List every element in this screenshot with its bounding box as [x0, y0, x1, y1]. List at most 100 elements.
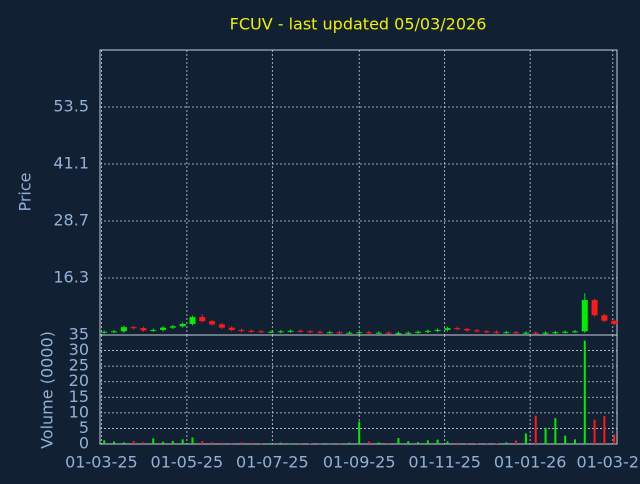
volume-bar	[368, 441, 371, 444]
volume-bar	[377, 442, 380, 444]
volume-bar	[515, 440, 518, 444]
candle-body	[248, 330, 255, 332]
volume-bar	[573, 439, 576, 444]
volume-bar	[269, 443, 272, 444]
x-tick-label: 01-01-26	[494, 453, 567, 472]
candle-body	[346, 332, 353, 334]
volume-bar	[191, 437, 194, 444]
candle-body	[150, 329, 157, 331]
candle-body	[444, 328, 451, 330]
candle-body	[513, 332, 520, 334]
volume-bar	[348, 442, 351, 444]
volume-bar	[524, 433, 527, 444]
volume-bar	[103, 440, 106, 444]
candle-body	[209, 321, 216, 325]
candle-body	[503, 332, 510, 334]
candle-body	[415, 331, 422, 333]
candle-body	[385, 332, 392, 334]
x-tick-label: 01-03-25	[65, 453, 138, 472]
volume-bar	[544, 427, 547, 444]
volume-tick-label: 20	[69, 371, 89, 390]
candle-body	[473, 330, 480, 332]
volume-tick-label: 5	[79, 418, 89, 437]
candle-body	[140, 328, 147, 331]
candle-body	[522, 332, 529, 334]
volume-bar	[328, 443, 331, 444]
candle-body	[571, 331, 578, 333]
candle-body	[199, 317, 206, 322]
volume-bar	[279, 442, 282, 444]
candle-body	[258, 331, 265, 333]
volume-bar	[456, 442, 459, 444]
candle-body	[326, 332, 333, 334]
candle-body	[130, 327, 137, 329]
volume-bar	[387, 443, 390, 444]
volume-tick-label: 30	[69, 340, 89, 359]
volume-tick-label: 0	[79, 434, 89, 453]
y-tick-label: 53.5	[53, 97, 89, 116]
volume-bar	[220, 442, 223, 444]
candle-body	[169, 326, 176, 328]
candle-body	[277, 331, 284, 333]
candle-body	[160, 327, 167, 330]
volume-axis-label: Volume (0000)	[38, 331, 57, 449]
volume-bar	[122, 442, 125, 444]
volume-tick-label: 25	[69, 356, 89, 375]
volume-bar	[289, 443, 292, 444]
price-frame	[99, 49, 618, 336]
volume-bar	[201, 441, 204, 444]
candle-body	[307, 331, 314, 333]
candle-body	[405, 332, 412, 334]
volume-bar	[407, 441, 410, 444]
candle-body	[434, 329, 441, 331]
candle-body	[316, 331, 323, 333]
volume-bar	[338, 443, 341, 444]
volume-bar	[475, 443, 478, 444]
volume-bar	[534, 415, 537, 444]
volume-bar	[152, 438, 155, 444]
volume-bar	[113, 441, 116, 444]
candle-body	[179, 323, 186, 327]
x-tick-label: 01-07-25	[236, 453, 309, 472]
volume-bar	[230, 443, 233, 444]
x-tick-label: 01-11-25	[408, 453, 481, 472]
candle-body	[366, 332, 373, 334]
x-tick-label: 01-03-26	[576, 453, 640, 472]
volume-bar	[171, 440, 174, 444]
volume-bar	[603, 415, 606, 444]
candle-body	[395, 333, 402, 335]
candle-body	[532, 332, 539, 334]
volume-bar	[211, 442, 214, 444]
volume-bar	[142, 442, 145, 444]
volume-bar	[309, 443, 312, 444]
volume-bar	[436, 439, 439, 444]
volume-bar	[564, 435, 567, 444]
volume-bar	[466, 443, 469, 444]
volume-bar	[495, 443, 498, 444]
volume-bar	[583, 340, 586, 444]
volume-bar	[397, 438, 400, 444]
candle-body	[581, 300, 588, 332]
candle-body	[356, 332, 363, 334]
volume-bar	[485, 443, 488, 444]
candle-body	[297, 330, 304, 332]
y-axis-label: Price	[16, 172, 35, 211]
volume-bar	[554, 418, 557, 444]
candle-body	[562, 331, 569, 333]
volume-tick-label: 15	[69, 387, 89, 406]
volume-bar	[446, 441, 449, 444]
volume-bar	[162, 441, 165, 444]
candle-body	[601, 315, 608, 321]
candle-body	[120, 327, 127, 332]
volume-bar	[260, 443, 263, 444]
candle-body	[189, 317, 196, 324]
candle-body	[454, 328, 461, 330]
y-tick-label: 41.1	[53, 154, 89, 173]
y-tick-label: 16.3	[53, 268, 89, 287]
candle-body	[336, 332, 343, 334]
volume-bar	[299, 443, 302, 444]
candle-body	[464, 329, 471, 331]
candle-body	[542, 332, 549, 334]
